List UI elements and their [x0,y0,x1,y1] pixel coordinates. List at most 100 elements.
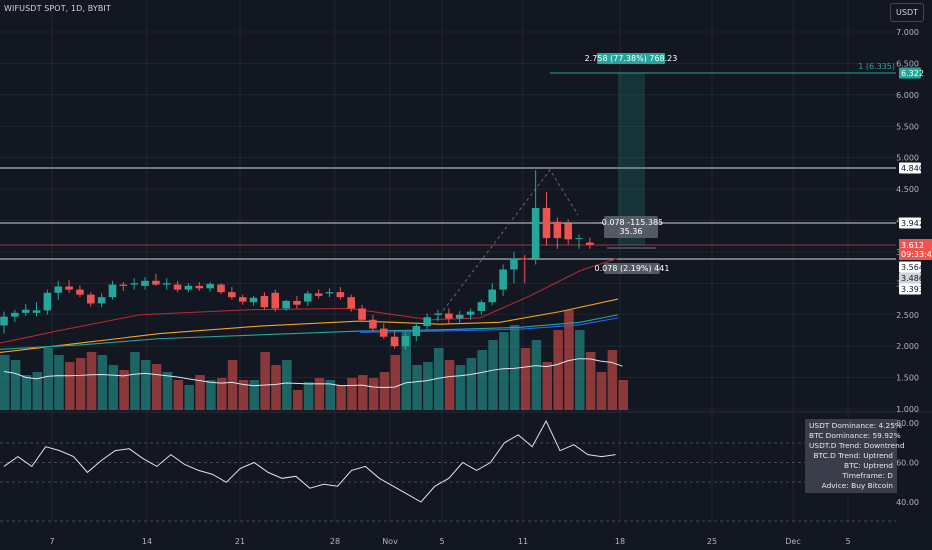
candle-body [434,313,442,315]
time-axis-label: 5 [845,537,850,546]
info-usdt-dominance: USDT Dominance: 4.25% [809,421,902,430]
volume-bar [434,348,444,410]
volume-bar [271,365,281,410]
candle-body [586,242,594,246]
price-tag-3486: 3.486 [901,274,924,283]
fib-label: 1 (6.335) [858,62,895,71]
candle-body [347,297,355,309]
price-tag-3564: 3.564 [901,263,924,272]
price-tag-current-bg [899,239,932,260]
candle-body [76,289,84,295]
volume-bar [325,380,335,410]
candle-body [228,292,236,298]
volume-bar [607,350,618,410]
measure-box-bottom [604,263,660,274]
time-axis-label: 18 [615,537,625,546]
candle-body [466,311,475,315]
candle-body [65,286,73,290]
volume-bar [206,380,216,410]
volume-bar [217,378,227,410]
candle-body [238,297,247,302]
volume-bar [520,348,531,410]
volume-bar [292,390,303,410]
candle-body [271,292,280,309]
currency-button[interactable]: USDT [890,3,924,22]
volume-bars [0,310,628,410]
volume-bar [379,372,390,410]
volume-bar [368,378,379,410]
candle-body [32,310,41,313]
time-axis-label: Dec [785,537,800,546]
candle-body [336,292,345,298]
price-tag-3942-bg [899,217,921,229]
price-axis-label: 2.500 [896,311,919,320]
info-advice: Advice: Buy Bitcoin [821,481,893,490]
info-usdt-trend: USDT.D Trend: Downtrend [809,441,905,450]
price-axis-label: 4.500 [896,185,919,194]
candle-body [260,295,269,308]
volume-bar [173,380,184,410]
volume-bar [444,360,455,410]
price-tag-4840: 4.840 [901,164,924,173]
volume-bar [347,378,357,410]
candle-body [314,293,323,296]
volume-bar [130,352,140,410]
candle-body [21,309,30,313]
candle-body [141,280,149,286]
volume-bar [564,310,574,410]
candle-body [455,314,464,319]
price-tag-3393-bg [899,283,921,295]
oscillator-axis-label: 40.00 [896,498,919,507]
candle-body [575,238,583,240]
oscillator-line [3,419,616,503]
candle-body [401,336,410,347]
volume-bar [585,352,596,410]
volume-bar [412,365,422,410]
volume-bar [195,375,205,410]
ma-orange-line [0,298,619,353]
grid [0,0,932,522]
candle-body [0,316,8,326]
volume-bar [499,332,509,410]
candle-body [206,283,214,289]
volume-ma-line [3,358,623,388]
oscillator-axis-label: 60.00 [896,459,919,468]
candle-body [488,289,497,303]
moving-averages [0,257,619,353]
price-tag-target: 6.322 [901,69,924,78]
price-tag-3393: 3.393 [901,285,924,294]
candle-body [293,300,301,305]
candle-body [162,283,171,285]
volume-bar [21,375,32,410]
candle-body [390,336,399,347]
time-axis-label: 21 [235,537,245,546]
horizontal-levels [0,72,896,260]
price-tag-4840-bg [899,162,921,174]
candle-body [423,317,431,327]
info-btc-trend: BTC: Uptrend [844,461,893,470]
oscillator-axis-label: 80.00 [896,419,919,428]
time-axis-label: 28 [330,537,340,546]
volume-bar [0,355,10,410]
candle-body [173,284,182,290]
candle-body [97,297,106,304]
candle-body [445,313,453,319]
ma-red-line [0,257,619,344]
volume-bar [488,340,498,410]
volume-bar [531,340,542,410]
measure-box-top [604,216,658,238]
volume-bar [119,370,129,410]
volume-bar [141,360,151,410]
oscillator-panel [0,419,896,522]
info-btcd-trend: BTC.D Trend: Uptrend [813,451,893,460]
candle-body [152,280,160,285]
time-axis-label: 7 [49,537,54,546]
target-zone [435,73,645,321]
candle-body [54,286,63,293]
volume-bar [75,358,86,410]
volume-bar [43,348,53,410]
price-tag-3942: 3.942 [901,219,924,228]
time-axis-label: 5 [439,537,444,546]
volume-bar [509,325,520,410]
